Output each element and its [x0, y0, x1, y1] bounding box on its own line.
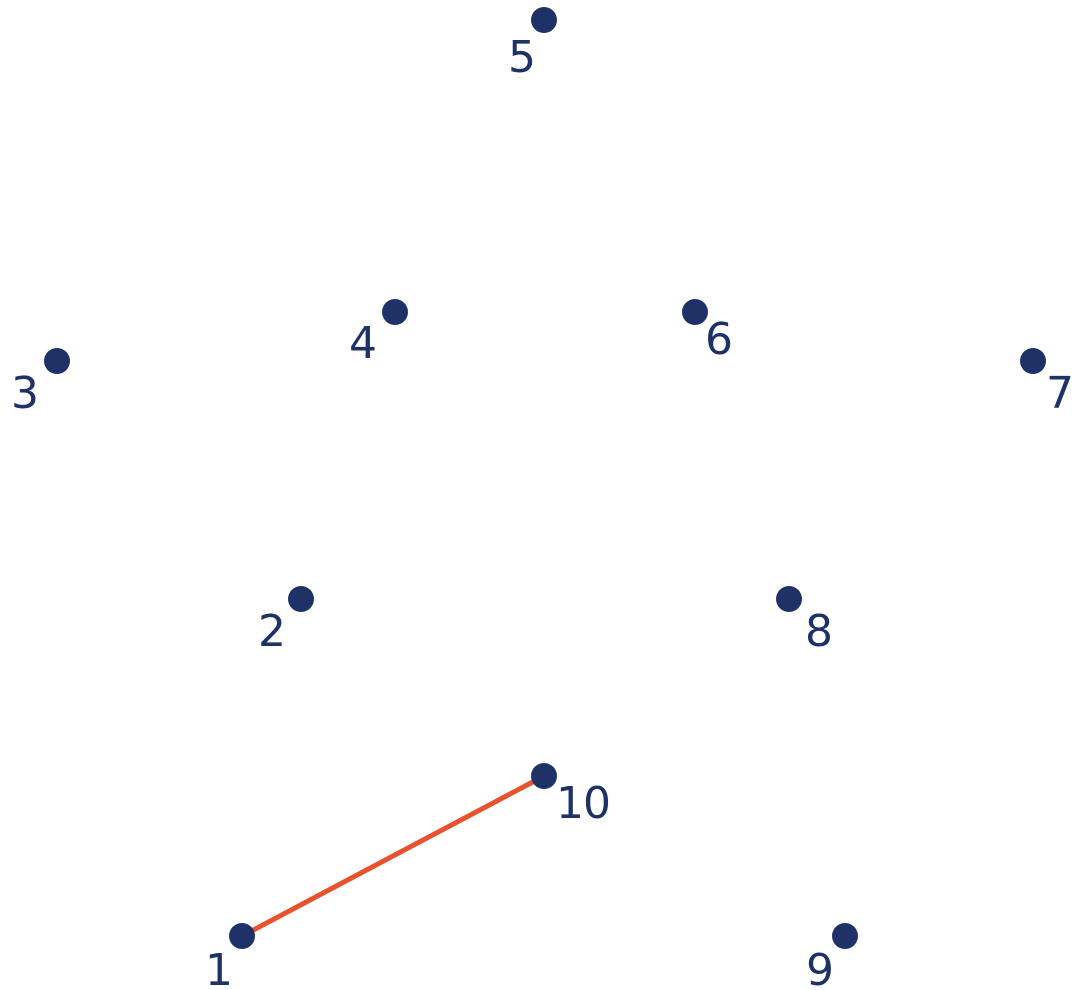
puzzle-dots: 1 2 3 4 5 6 7 8 9 10: [11, 7, 1074, 990]
dot-7[interactable]: 7: [1020, 348, 1074, 419]
dot-4[interactable]: 4: [349, 299, 408, 369]
dot-number-label: 10: [556, 778, 610, 829]
dot-number-label: 5: [508, 32, 535, 83]
dot-marker[interactable]: [531, 763, 557, 789]
dot-5[interactable]: 5: [508, 7, 557, 83]
dot-9[interactable]: 9: [806, 923, 858, 990]
dot-marker[interactable]: [229, 923, 255, 949]
dot-marker[interactable]: [832, 923, 858, 949]
dot-number-label: 6: [705, 314, 732, 365]
dot-number-label: 4: [349, 318, 376, 369]
connection-lines: [239, 773, 547, 939]
dot-marker[interactable]: [531, 7, 557, 33]
dot-marker[interactable]: [288, 586, 314, 612]
dot-8[interactable]: 8: [776, 586, 833, 657]
dot-number-label: 2: [258, 606, 285, 657]
dot-number-label: 1: [205, 945, 232, 990]
connection-line-1-10: [239, 773, 547, 939]
dot-marker[interactable]: [382, 299, 408, 325]
dot-1[interactable]: 1: [205, 923, 255, 990]
dot-marker[interactable]: [1020, 348, 1046, 374]
dot-3[interactable]: 3: [11, 348, 70, 419]
dot-number-label: 3: [11, 368, 38, 419]
dot-number-label: 7: [1046, 368, 1073, 419]
dot-6[interactable]: 6: [682, 299, 733, 365]
dot-number-label: 9: [806, 945, 833, 990]
dot-marker[interactable]: [44, 348, 70, 374]
dot-10[interactable]: 10: [531, 763, 611, 829]
dot-marker[interactable]: [682, 299, 708, 325]
dot-2[interactable]: 2: [258, 586, 314, 657]
dot-marker[interactable]: [776, 586, 802, 612]
dot-number-label: 8: [805, 606, 832, 657]
